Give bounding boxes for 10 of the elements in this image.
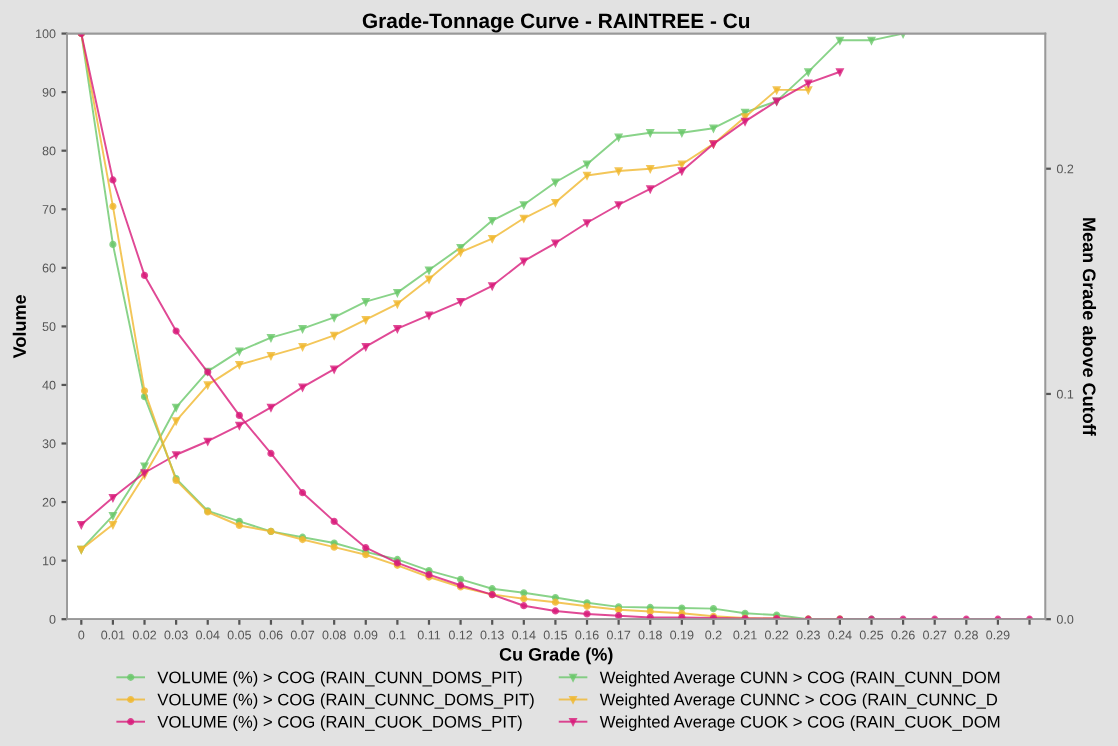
- legend-label: Weighted Average CUOK > COG (RAIN_CUOK_DOM: [599, 715, 1000, 731]
- chart-title: Grade-Tonnage Curve - RAINTREE - Cu: [362, 12, 750, 33]
- legend-label: Weighted Average CUNN > COG (RAIN_CUNN_DOM: [599, 671, 1000, 687]
- legend-label: VOLUME (%) > COG (RAIN_CUOK_DOMS_PIT): [157, 715, 522, 731]
- y2-axis-title: Mean Grade above Cutoff: [1082, 218, 1097, 436]
- legend-label: VOLUME (%) > COG (RAIN_CUNNC_DOMS_PIT): [157, 693, 534, 709]
- x-axis-title: Cu Grade (%): [499, 647, 613, 665]
- legend-label: Weighted Average CUNNC > COG (RAIN_CUNNC_D: [599, 693, 998, 709]
- y-axis-title: Volume: [12, 295, 26, 359]
- legend-label: VOLUME (%) > COG (RAIN_CUNN_DOMS_PIT): [157, 671, 522, 687]
